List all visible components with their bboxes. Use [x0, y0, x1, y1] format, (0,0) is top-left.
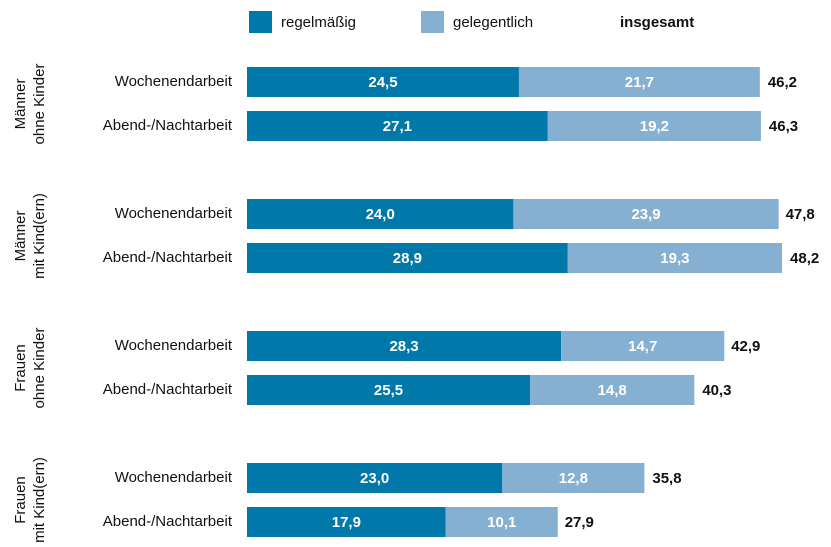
category-label: Abend-/Nachtarbeit: [103, 513, 233, 530]
bar-segment: [247, 507, 446, 537]
category-label: Abend-/Nachtarbeit: [103, 117, 233, 134]
legend-swatch: [249, 11, 272, 33]
legend-label: gelegentlich: [453, 14, 533, 31]
value-label: 19,2: [640, 118, 669, 135]
group-label: Männer: [12, 79, 29, 130]
total-label: 40,3: [702, 382, 731, 399]
category-label: Abend-/Nachtarbeit: [103, 381, 233, 398]
total-label: 46,3: [769, 118, 798, 135]
bar-segment: [247, 111, 548, 141]
value-label: 24,0: [366, 206, 395, 223]
bar-segment: [530, 375, 695, 405]
bar-segment: [502, 463, 645, 493]
value-label: 23,0: [360, 470, 389, 487]
value-label: 19,3: [660, 250, 689, 267]
category-label: Wochenendarbeit: [115, 469, 233, 486]
total-label: 46,2: [768, 74, 797, 91]
bar-segment: [247, 199, 514, 229]
value-label: 23,9: [631, 206, 660, 223]
bar-segment: [247, 331, 562, 361]
legend-label: insgesamt: [620, 14, 694, 31]
legend-swatch: [421, 11, 444, 33]
value-label: 25,5: [374, 382, 403, 399]
value-label: 28,3: [389, 338, 418, 355]
group-label: mit Kind(ern): [31, 457, 48, 543]
group-label: Männer: [12, 211, 29, 262]
value-label: 14,8: [598, 382, 627, 399]
value-label: 27,1: [383, 118, 412, 135]
bar-segment: [445, 507, 558, 537]
bar-segment: [247, 243, 568, 273]
bar-segment: [247, 463, 503, 493]
legend-label: regelmäßig: [281, 14, 356, 31]
group-label: ohne Kinder: [31, 64, 48, 145]
group-label: ohne Kinder: [31, 328, 48, 409]
bar-segment: [247, 375, 531, 405]
category-label: Wochenendarbeit: [115, 205, 233, 222]
value-label: 28,9: [393, 250, 422, 267]
bar-segment: [518, 67, 760, 97]
value-label: 24,5: [368, 74, 397, 91]
group-label: Frauen: [12, 344, 29, 392]
bar-segment: [247, 67, 519, 97]
category-label: Abend-/Nachtarbeit: [103, 249, 233, 266]
bar-segment: [561, 331, 725, 361]
group-label: mit Kind(ern): [31, 193, 48, 279]
value-label: 10,1: [487, 514, 516, 531]
bar-segment: [513, 199, 779, 229]
group-label: Frauen: [12, 476, 29, 524]
value-label: 12,8: [559, 470, 588, 487]
total-label: 42,9: [731, 338, 760, 355]
total-label: 35,8: [652, 470, 681, 487]
bar-segment: [547, 111, 761, 141]
category-label: Wochenendarbeit: [115, 73, 233, 90]
value-label: 21,7: [625, 74, 654, 91]
value-label: 14,7: [628, 338, 657, 355]
bar-segment: [567, 243, 783, 273]
total-label: 47,8: [786, 206, 815, 223]
value-label: 17,9: [332, 514, 361, 531]
total-label: 48,2: [790, 250, 819, 267]
total-label: 27,9: [565, 514, 594, 531]
category-label: Wochenendarbeit: [115, 337, 233, 354]
